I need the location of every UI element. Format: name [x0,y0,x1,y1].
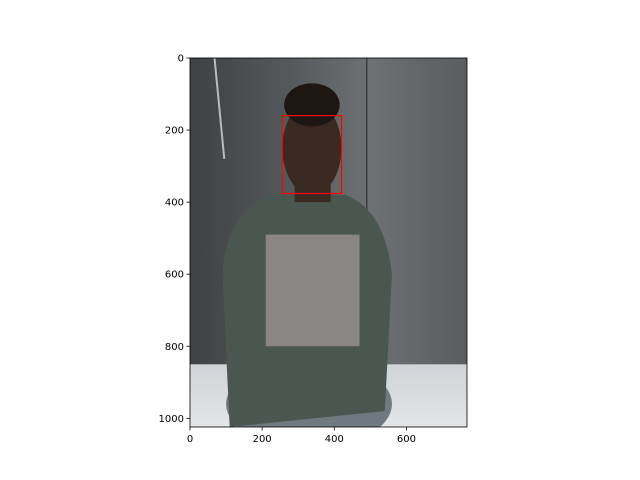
axes-frame [189,57,468,428]
y-tick-label: 600 [165,270,184,281]
y-tick-label: 800 [165,342,184,353]
y-axis: 0 200 400 600 800 1000 [159,54,190,425]
photo-hair [284,83,340,127]
y-tick-label: 1000 [159,414,184,425]
photo-image [190,58,467,427]
annotations [281,115,343,195]
x-axis: 0 200 400 600 [187,427,416,445]
x-tick-label: 400 [325,434,344,445]
y-tick-label: 0 [178,54,184,65]
photo-wall-seam [213,58,226,159]
x-tick-label: 200 [253,434,272,445]
photo-head [282,101,342,195]
y-tick-label: 200 [165,126,184,137]
face-box [281,115,343,195]
x-tick-label: 0 [187,434,193,445]
y-tick-label: 400 [165,198,184,209]
x-tick-label: 600 [397,434,416,445]
photo-shirt-print [265,234,360,347]
